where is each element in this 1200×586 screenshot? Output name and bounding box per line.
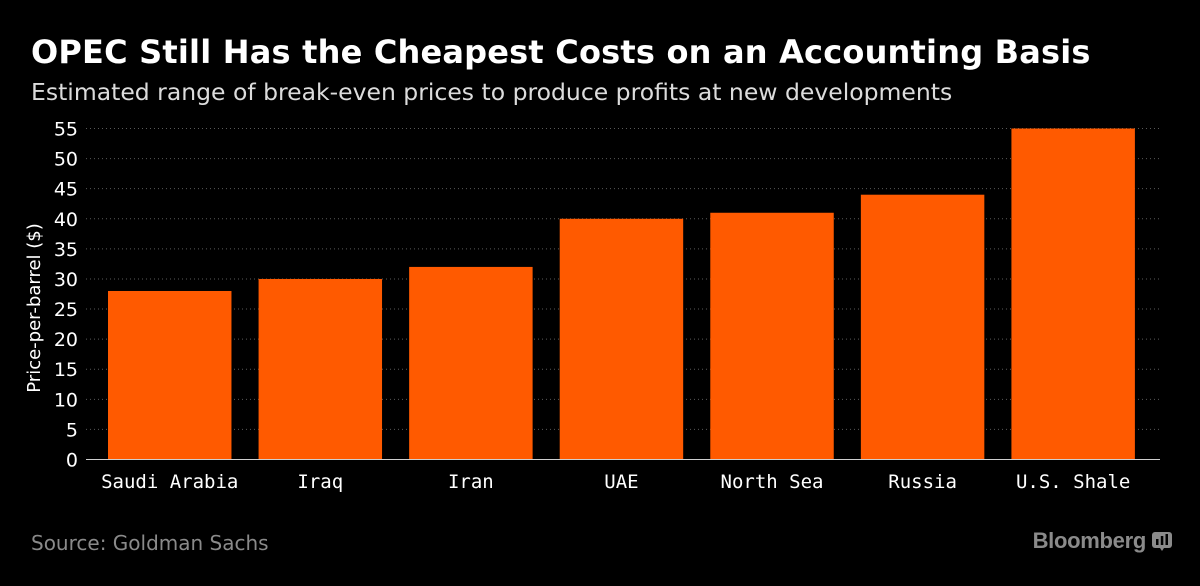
bars: [108, 128, 1135, 460]
chart-subtitle: Estimated range of break-even prices to …: [31, 78, 953, 106]
x-tick-label: Iran: [448, 471, 494, 493]
x-tick-label: Russia: [888, 471, 957, 493]
x-tick-label: North Sea: [721, 471, 824, 493]
bloomberg-terminal-icon: [1152, 532, 1172, 551]
x-axis-ticks: Saudi Arabia Iraq Iran UAE North Sea Russia U.…: [101, 471, 1130, 493]
bar-north-sea: [710, 212, 834, 460]
brand-name: Bloomberg: [1032, 528, 1147, 553]
y-tick-label: 15: [54, 359, 78, 381]
y-tick-label: 30: [54, 269, 78, 291]
y-tick-label: 20: [54, 329, 78, 351]
x-tick-label: U.S. Shale: [1016, 471, 1130, 493]
y-tick-label: 5: [66, 419, 78, 441]
x-tick-label: Iraq: [297, 471, 343, 493]
y-tick-label: 50: [54, 149, 78, 171]
bar-saudi-arabia: [108, 290, 232, 460]
bar-uae: [559, 218, 684, 460]
y-tick-label: 10: [54, 389, 78, 411]
bar-iraq: [258, 278, 383, 460]
brand-logo: Bloomberg: [1033, 527, 1172, 555]
x-tick-label: UAE: [604, 471, 638, 493]
y-tick-label: 0: [66, 450, 78, 472]
y-tick-label: 45: [54, 179, 78, 201]
source-note: Source: Goldman Sachs: [31, 531, 269, 555]
y-axis-ticks: 0 5 10 15 20 25 30 35 40 45 50 55: [54, 119, 78, 472]
y-tick-label: 55: [54, 119, 78, 141]
y-tick-label: 40: [54, 209, 78, 231]
y-tick-label: 35: [54, 239, 78, 261]
bar-u-s-shale: [1011, 128, 1135, 460]
bar-iran: [409, 266, 533, 460]
bar-russia: [860, 194, 985, 460]
chart-title: OPEC Still Has the Cheapest Costs on an …: [31, 33, 1091, 71]
y-axis-label: Price-per-barrel ($): [24, 223, 45, 393]
y-tick-label: 25: [54, 299, 78, 321]
x-tick-label: Saudi Arabia: [101, 471, 238, 493]
